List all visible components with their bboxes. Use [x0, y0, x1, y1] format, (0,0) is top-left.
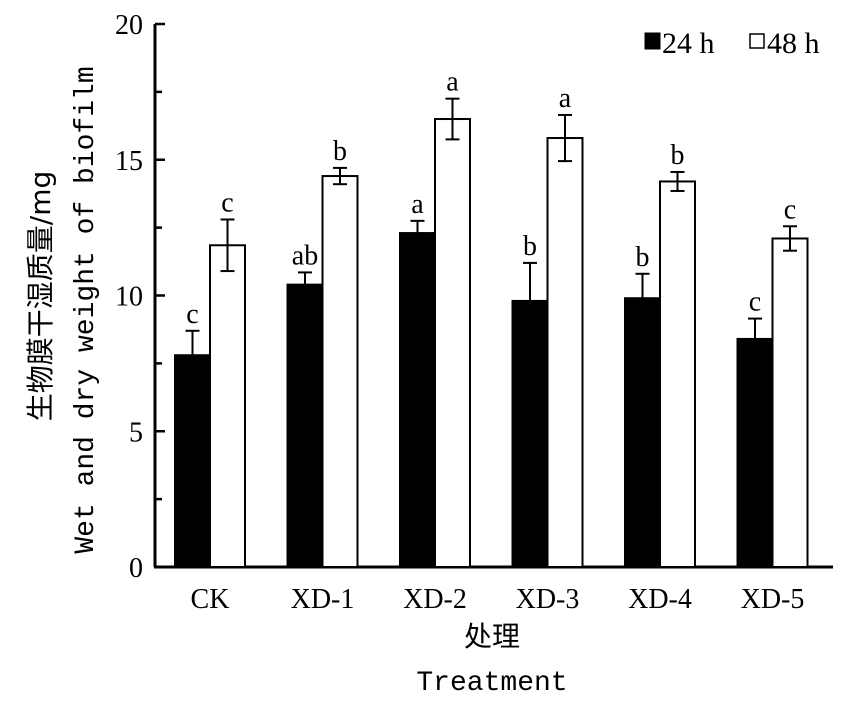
bar-xd-4-24h [624, 297, 661, 568]
x-ticks: CK XD-1 XD-2 XD-3 XD-4 XD-5 [191, 584, 805, 615]
bar-xd-1-24h [286, 283, 324, 568]
significance-label: c [186, 299, 198, 330]
significance-label: a [446, 67, 459, 98]
significance-label: c [784, 194, 796, 225]
significance-label: b [636, 242, 650, 273]
y-tick-label: 15 [115, 146, 143, 177]
significance-label: b [523, 231, 537, 262]
bar-xd-3-48h [546, 137, 584, 568]
x-tick-label: XD-3 [516, 584, 580, 615]
y-tick-label: 20 [115, 10, 143, 41]
significance-label: a [411, 189, 424, 220]
significance-label: ab [292, 240, 318, 271]
x-tick-label: XD-4 [628, 584, 692, 615]
bar-xd-1-48h [321, 175, 359, 568]
significance-label: b [671, 140, 685, 171]
legend-label-24h: 24 h [662, 27, 715, 60]
x-tick-label: XD-5 [741, 584, 805, 615]
legend-swatch-24h [644, 32, 661, 50]
y-axis-title-cn: 生物膜干湿质量/mg [24, 171, 57, 421]
significance-label: b [333, 136, 347, 167]
bar-ck-24h [174, 354, 211, 569]
bar-xd-5-48h [771, 237, 809, 569]
y-axis-title: Wet and dry weight of biofilm [71, 66, 102, 553]
bar-xd-3-24h [511, 299, 549, 568]
bar-xd-2-24h [399, 232, 436, 568]
significance-label: a [559, 83, 572, 114]
bar-xd-4-48h [659, 180, 696, 568]
significance-label: c [749, 287, 761, 318]
legend: 24 h 48 h [644, 27, 820, 60]
x-axis-title: Treatment [416, 668, 567, 699]
bar-xd-2-48h [434, 118, 471, 569]
x-tick-label: XD-2 [403, 584, 467, 615]
x-axis-title-cn: 处理 [464, 620, 520, 653]
axes [153, 24, 833, 569]
bar-ck-48h [209, 244, 246, 569]
bar-xd-5-24h [736, 337, 774, 568]
y-tick-label: 5 [129, 417, 143, 448]
y-tick-label: 0 [129, 553, 143, 584]
y-ticks: 0 5 10 15 20 [115, 10, 165, 584]
x-tick-label: CK [191, 584, 230, 615]
legend-swatch-48h [749, 33, 765, 49]
significance-label: c [221, 187, 233, 218]
y-tick-label: 10 [115, 282, 143, 313]
x-tick-label: XD-1 [291, 584, 355, 615]
legend-label-48h: 48 h [767, 27, 820, 60]
